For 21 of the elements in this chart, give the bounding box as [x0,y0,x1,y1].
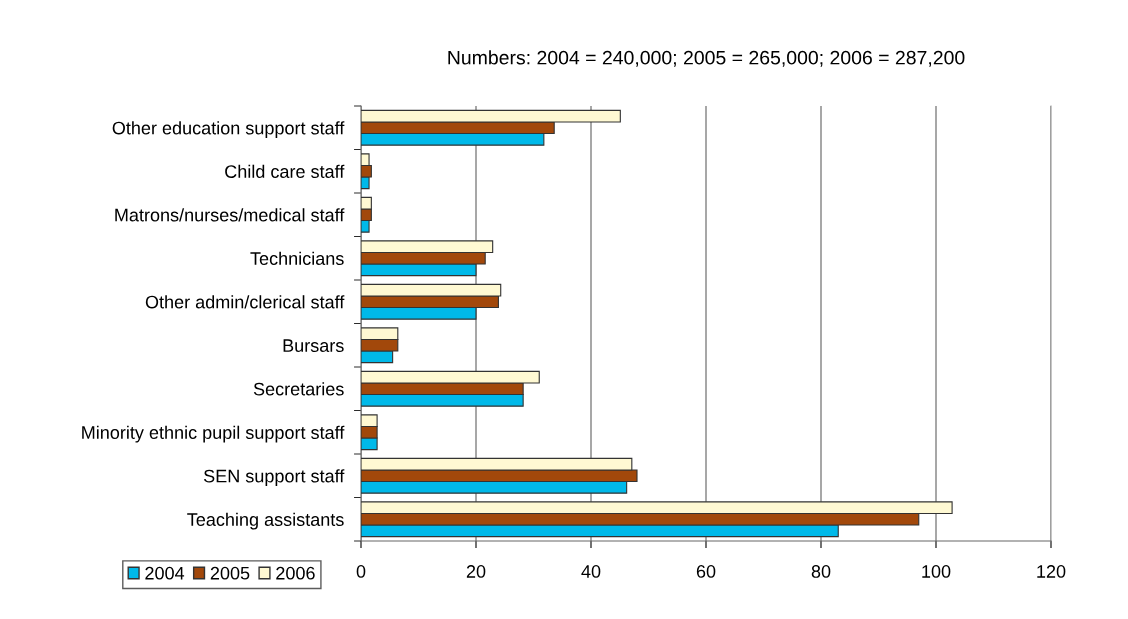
x-tick-label: 80 [811,565,831,578]
y-tick-label: SEN support staff [203,469,345,487]
y-tick-label: Technicians [250,251,344,265]
y-tick-label: Minority ethnic pupil support staff [82,425,345,443]
legend-label: 2006 [276,566,315,580]
y-tick-label: Matrons/nurses/medical staff [115,208,345,222]
y-tick-label: Other admin/clerical staff [145,295,345,309]
legend-label: 2005 [210,566,250,580]
legend-label: 2004 [145,566,185,580]
x-tick-label: 20 [466,565,486,578]
x-tick-label: 120 [1037,565,1066,578]
y-tick-label: Other education support staff [112,121,345,139]
chart-title: Numbers: 2004 = 240,000; 2005 = 265,000; 2006 = 287,200 [448,50,965,67]
x-tick-label: 100 [922,565,951,578]
y-tick-label: Bursars [283,339,344,352]
y-tick-label: Secretaries [253,382,344,396]
x-tick-label: 40 [581,565,601,578]
x-tick-label: 0 [356,565,366,578]
x-tick-label: 60 [696,565,716,578]
y-tick-label: Teaching assistants [187,512,344,530]
y-tick-label: Child care staff [225,164,345,178]
